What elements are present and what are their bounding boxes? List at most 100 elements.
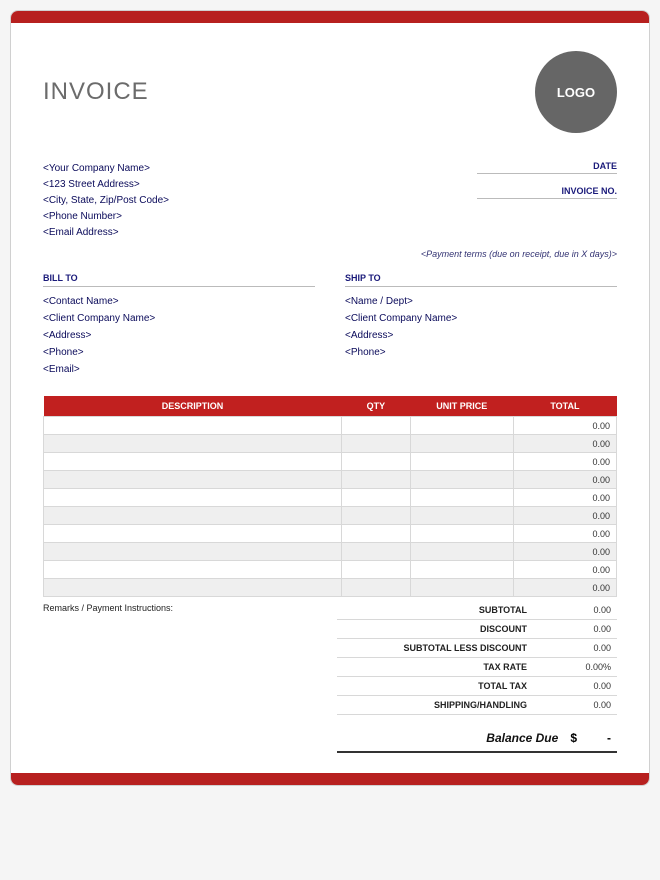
bill-to-heading: BILL TO bbox=[43, 273, 315, 287]
bill-to-phone: <Phone> bbox=[43, 344, 315, 361]
company-block: <Your Company Name> <123 Street Address>… bbox=[43, 161, 169, 241]
cell-description bbox=[44, 489, 342, 507]
subtotal-less-row: SUBTOTAL LESS DISCOUNT 0.00 bbox=[337, 639, 617, 658]
totals-block: SUBTOTAL 0.00 DISCOUNT 0.00 SUBTOTAL LES… bbox=[337, 601, 617, 753]
col-unit-price: UNIT PRICE bbox=[410, 396, 513, 417]
cell-unit_price bbox=[410, 525, 513, 543]
meta-block: DATE INVOICE NO. bbox=[477, 161, 617, 241]
cell-total: 0.00 bbox=[513, 435, 616, 453]
cell-description bbox=[44, 435, 342, 453]
cell-qty bbox=[341, 489, 410, 507]
cell-total: 0.00 bbox=[513, 489, 616, 507]
cell-description bbox=[44, 543, 342, 561]
logo-text: LOGO bbox=[557, 85, 595, 100]
cell-total: 0.00 bbox=[513, 471, 616, 489]
invoice-page: INVOICE LOGO <Your Company Name> <123 St… bbox=[10, 10, 650, 786]
subtotal-label: SUBTOTAL bbox=[343, 605, 541, 615]
table-row: 0.00 bbox=[44, 453, 617, 471]
cell-qty bbox=[341, 525, 410, 543]
cell-unit_price bbox=[410, 543, 513, 561]
ship-to-block: SHIP TO <Name / Dept> <Client Company Na… bbox=[345, 273, 617, 378]
total-tax-label: TOTAL TAX bbox=[343, 681, 541, 691]
invoice-no-label: INVOICE NO. bbox=[477, 186, 617, 199]
bill-to-contact: <Contact Name> bbox=[43, 293, 315, 310]
shipping-row: SHIPPING/HANDLING 0.00 bbox=[337, 696, 617, 715]
bill-to-email: <Email> bbox=[43, 361, 315, 378]
company-address2: <City, State, Zip/Post Code> bbox=[43, 193, 169, 209]
tax-rate-row: TAX RATE 0.00% bbox=[337, 658, 617, 677]
cell-description bbox=[44, 507, 342, 525]
cell-qty bbox=[341, 471, 410, 489]
company-email: <Email Address> bbox=[43, 225, 169, 241]
cell-description bbox=[44, 579, 342, 597]
subtotal-less-label: SUBTOTAL LESS DISCOUNT bbox=[343, 643, 541, 653]
cell-total: 0.00 bbox=[513, 417, 616, 435]
discount-label: DISCOUNT bbox=[343, 624, 541, 634]
cell-qty bbox=[341, 507, 410, 525]
address-row: BILL TO <Contact Name> <Client Company N… bbox=[43, 273, 617, 378]
cell-total: 0.00 bbox=[513, 579, 616, 597]
cell-unit_price bbox=[410, 471, 513, 489]
tax-rate-label: TAX RATE bbox=[343, 662, 541, 672]
table-row: 0.00 bbox=[44, 471, 617, 489]
table-row: 0.00 bbox=[44, 579, 617, 597]
ship-to-name: <Name / Dept> bbox=[345, 293, 617, 310]
total-tax-value: 0.00 bbox=[541, 681, 611, 691]
cell-unit_price bbox=[410, 453, 513, 471]
company-phone: <Phone Number> bbox=[43, 209, 169, 225]
balance-currency: $ bbox=[570, 731, 607, 745]
cell-qty bbox=[341, 561, 410, 579]
table-row: 0.00 bbox=[44, 417, 617, 435]
cell-qty bbox=[341, 435, 410, 453]
cell-total: 0.00 bbox=[513, 507, 616, 525]
discount-value: 0.00 bbox=[541, 624, 611, 634]
ship-to-heading: SHIP TO bbox=[345, 273, 617, 287]
table-row: 0.00 bbox=[44, 543, 617, 561]
cell-qty bbox=[341, 543, 410, 561]
date-label: DATE bbox=[477, 161, 617, 174]
remarks-label: Remarks / Payment Instructions: bbox=[43, 601, 337, 753]
table-header-row: DESCRIPTION QTY UNIT PRICE TOTAL bbox=[44, 396, 617, 417]
info-row: <Your Company Name> <123 Street Address>… bbox=[43, 161, 617, 241]
company-address1: <123 Street Address> bbox=[43, 177, 169, 193]
col-qty: QTY bbox=[341, 396, 410, 417]
balance-due-row: Balance Due $ - bbox=[337, 725, 617, 753]
col-total: TOTAL bbox=[513, 396, 616, 417]
table-row: 0.00 bbox=[44, 525, 617, 543]
cell-description bbox=[44, 417, 342, 435]
tax-rate-value: 0.00% bbox=[541, 662, 611, 672]
cell-unit_price bbox=[410, 561, 513, 579]
col-description: DESCRIPTION bbox=[44, 396, 342, 417]
cell-qty bbox=[341, 417, 410, 435]
shipping-label: SHIPPING/HANDLING bbox=[343, 700, 541, 710]
balance-value: - bbox=[607, 731, 611, 745]
cell-total: 0.00 bbox=[513, 453, 616, 471]
bottom-bar bbox=[11, 773, 649, 785]
bill-to-company: <Client Company Name> bbox=[43, 310, 315, 327]
ship-to-address: <Address> bbox=[345, 327, 617, 344]
cell-unit_price bbox=[410, 579, 513, 597]
shipping-value: 0.00 bbox=[541, 700, 611, 710]
cell-description bbox=[44, 471, 342, 489]
cell-description bbox=[44, 525, 342, 543]
cell-total: 0.00 bbox=[513, 525, 616, 543]
table-row: 0.00 bbox=[44, 489, 617, 507]
cell-qty bbox=[341, 453, 410, 471]
subtotal-less-value: 0.00 bbox=[541, 643, 611, 653]
company-name: <Your Company Name> bbox=[43, 161, 169, 177]
content-area: INVOICE LOGO <Your Company Name> <123 St… bbox=[11, 23, 649, 773]
total-tax-row: TOTAL TAX 0.00 bbox=[337, 677, 617, 696]
bill-to-body: <Contact Name> <Client Company Name> <Ad… bbox=[43, 293, 315, 378]
cell-unit_price bbox=[410, 435, 513, 453]
ship-to-company: <Client Company Name> bbox=[345, 310, 617, 327]
bill-to-block: BILL TO <Contact Name> <Client Company N… bbox=[43, 273, 315, 378]
cell-total: 0.00 bbox=[513, 543, 616, 561]
cell-qty bbox=[341, 579, 410, 597]
cell-unit_price bbox=[410, 417, 513, 435]
table-row: 0.00 bbox=[44, 507, 617, 525]
remarks-totals-row: Remarks / Payment Instructions: SUBTOTAL… bbox=[43, 601, 617, 753]
ship-to-body: <Name / Dept> <Client Company Name> <Add… bbox=[345, 293, 617, 361]
cell-total: 0.00 bbox=[513, 561, 616, 579]
balance-label: Balance Due bbox=[486, 731, 570, 745]
ship-to-phone: <Phone> bbox=[345, 344, 617, 361]
